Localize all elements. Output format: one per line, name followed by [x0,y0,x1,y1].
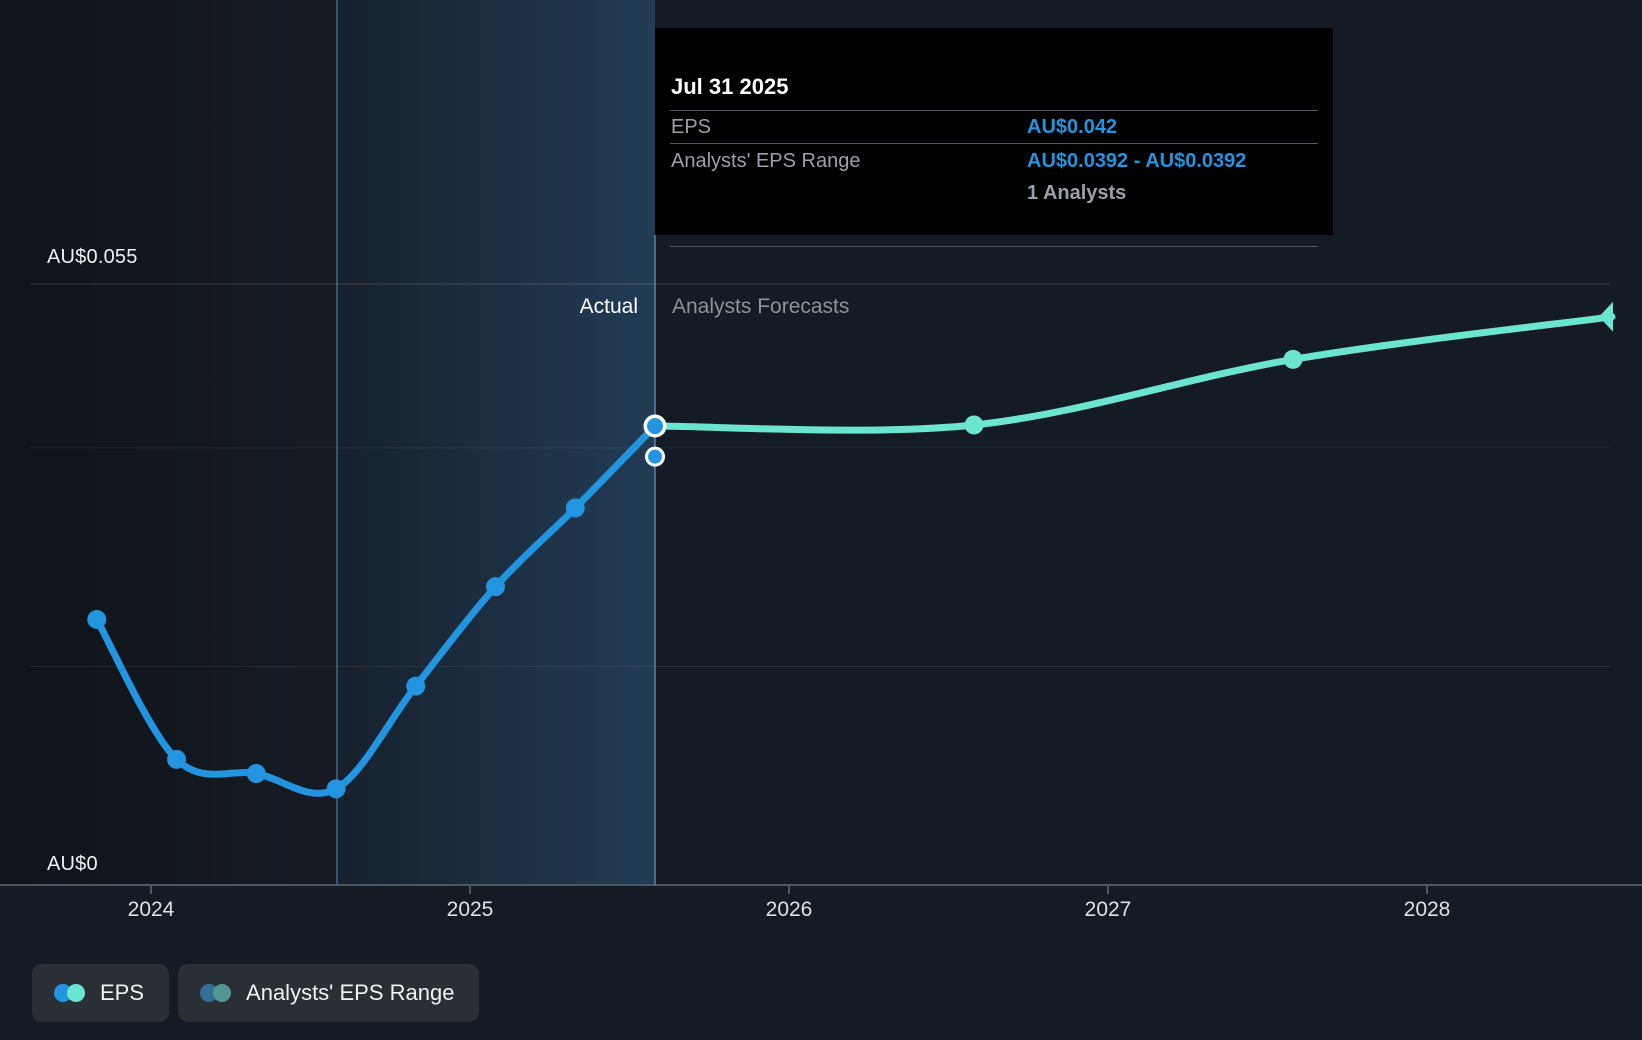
actual-label: Actual [579,295,638,318]
tooltip-range-value: AU$0.0392 - AU$0.0392 [1027,150,1247,172]
legend-item-eps[interactable]: EPS [32,964,170,1022]
tooltip-eps-label: EPS [671,116,712,138]
tooltip-analysts-count: 1 Analysts [1027,182,1127,204]
tooltip-date: Jul 31 2025 [671,74,789,99]
data-point-eps-actual[interactable] [565,498,585,518]
x-tick-label-2026: 2026 [765,898,813,921]
data-point-eps-forecast[interactable] [964,415,984,435]
eps-range-series-icon [200,983,232,1003]
data-point-eps-actual[interactable] [246,764,266,784]
eps-forecast-line[interactable] [651,313,1616,434]
legend-item-analysts-eps-range[interactable]: Analysts' EPS Range [178,964,480,1022]
tooltip-divider [670,246,1318,247]
tooltip-range-label: Analysts' EPS Range [671,150,861,172]
y-axis-max-label: AU$0.055 [47,246,138,268]
data-point-eps-actual[interactable] [167,749,187,769]
data-point-eps-highlighted[interactable] [647,418,664,435]
data-point-eps-actual[interactable] [87,609,107,629]
legend: EPS Analysts' EPS Range [32,964,480,1022]
eps-series-icon [54,983,86,1003]
tooltip-divider [670,110,1318,111]
hover-tooltip: Jul 31 2025 EPS AU$0.042 Analysts' EPS R… [655,28,1333,247]
forecasts-label: Analysts Forecasts [672,295,850,318]
data-point-eps-actual[interactable] [406,676,426,696]
legend-range-label: Analysts' EPS Range [246,980,455,1005]
tooltip-eps-value: AU$0.042 [1027,116,1118,138]
data-point-eps-forecast[interactable] [1283,349,1303,369]
forecast-end-arrow [1599,301,1614,332]
eps-actual-line[interactable] [93,422,659,797]
x-tick-label-2028: 2028 [1403,898,1451,921]
x-tick-label-2027: 2027 [1084,898,1132,921]
x-tick-label-2024: 2024 [127,898,175,921]
data-point-eps-actual[interactable] [326,779,346,799]
y-axis-zero-label: AU$0 [47,853,98,875]
data-point-eps-actual[interactable] [486,577,506,597]
legend-eps-label: EPS [100,980,145,1005]
x-tick-label-2025: 2025 [446,898,494,921]
data-point-eps-range[interactable] [648,449,663,464]
tooltip-divider [670,143,1318,144]
